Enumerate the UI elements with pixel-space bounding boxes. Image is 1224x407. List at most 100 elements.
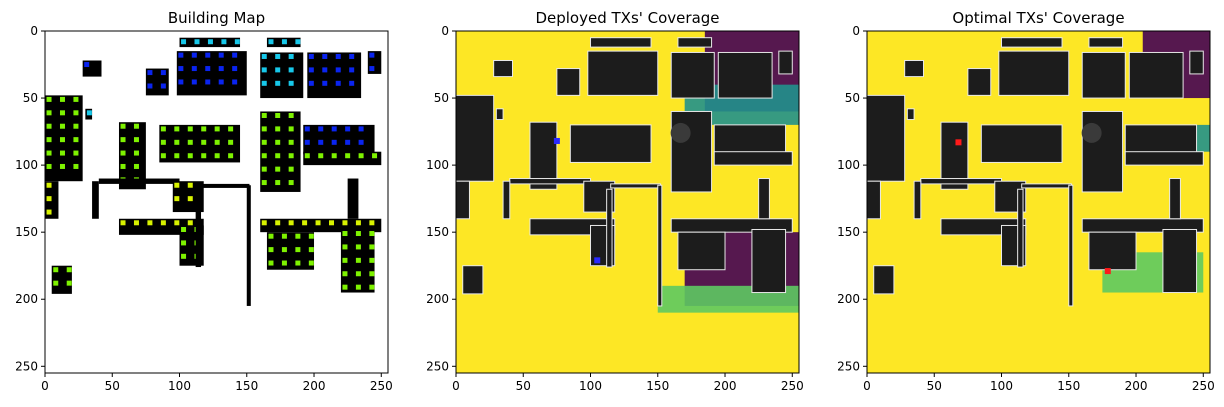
tx-marker [342, 231, 348, 237]
tx-marker [275, 126, 281, 132]
tx-marker [191, 52, 197, 58]
tx-marker [342, 244, 348, 250]
transmitter [1104, 268, 1111, 275]
tx-marker [46, 209, 52, 215]
building [509, 178, 592, 185]
x-tick-label: 100 [990, 379, 1013, 393]
tx-marker [120, 150, 126, 156]
tx-marker [335, 53, 341, 59]
tx-marker [304, 126, 310, 132]
y-tick-label: 200 [15, 292, 38, 306]
tx-marker [261, 180, 267, 186]
tx-marker [73, 110, 79, 116]
x-tick-label: 0 [41, 379, 49, 393]
y-tick-label: 100 [426, 158, 449, 172]
building [717, 51, 773, 99]
y-tick-label: 250 [15, 359, 38, 373]
tx-marker [261, 166, 267, 172]
tx-marker [147, 83, 153, 89]
building [260, 111, 301, 192]
tx-marker [228, 139, 234, 145]
tx-marker [73, 150, 79, 156]
y-tick-label: 50 [23, 91, 38, 105]
tx-marker [120, 137, 126, 143]
tx-marker [181, 240, 187, 246]
tx-marker [268, 39, 274, 45]
tx-marker [335, 80, 341, 86]
building [1124, 151, 1204, 166]
building [92, 181, 99, 219]
panel-title: Optimal TXs' Coverage [952, 9, 1124, 27]
building [266, 232, 315, 270]
tx-marker [261, 67, 267, 73]
building [195, 189, 202, 268]
x-tick-label: 200 [1125, 379, 1148, 393]
y-tick-label: 200 [426, 292, 449, 306]
tx-marker [46, 96, 52, 102]
building [303, 124, 375, 155]
transmitter [553, 137, 560, 144]
tx-marker [281, 260, 287, 266]
tx-marker [59, 150, 65, 156]
tx-marker [207, 39, 213, 45]
tx-marker [261, 153, 267, 159]
building [199, 183, 250, 188]
tx-marker [46, 163, 52, 169]
building [347, 178, 359, 219]
tx-marker [214, 153, 220, 159]
tx-marker [214, 126, 220, 132]
building [590, 37, 652, 48]
x-tick-label: 50 [927, 379, 942, 393]
building [751, 228, 787, 294]
tx-marker [194, 39, 200, 45]
building [462, 265, 484, 295]
building [873, 265, 895, 295]
tx-marker [369, 220, 375, 226]
building [1088, 37, 1124, 48]
building [159, 124, 241, 163]
y-tick-label: 150 [426, 225, 449, 239]
tx-marker [46, 150, 52, 156]
tx-marker [46, 182, 52, 188]
y-tick-label: 250 [426, 359, 449, 373]
tx-marker [120, 123, 126, 129]
x-tick-label: 150 [1057, 379, 1080, 393]
tx-marker [261, 139, 267, 145]
tx-marker [174, 126, 180, 132]
tx-marker [214, 139, 220, 145]
building [758, 178, 770, 220]
tx-marker [288, 53, 294, 59]
tx-marker [46, 110, 52, 116]
building [610, 183, 661, 189]
tx-marker [335, 67, 341, 73]
tx-marker [160, 83, 166, 89]
tx-marker [322, 67, 328, 73]
building [1081, 218, 1204, 233]
tx-marker [201, 139, 207, 145]
building [713, 124, 787, 155]
x-tick-label: 0 [863, 379, 871, 393]
x-tick-label: 100 [579, 379, 602, 393]
tx-marker [218, 79, 224, 85]
tx-marker [187, 126, 193, 132]
tx-marker [218, 52, 224, 58]
building [1124, 124, 1198, 155]
tx-marker [355, 284, 361, 290]
building [913, 180, 922, 220]
axes-frame [44, 30, 389, 374]
tx-marker [178, 66, 184, 72]
tx-marker [181, 39, 187, 45]
y-tick-label: 200 [837, 292, 860, 306]
tx-marker [181, 226, 187, 232]
tx-marker [73, 163, 79, 169]
tx-marker [66, 267, 72, 273]
building [778, 50, 793, 75]
tx-marker [275, 67, 281, 73]
building [1001, 37, 1063, 48]
x-tick-label: 150 [646, 379, 669, 393]
tx-marker [218, 66, 224, 72]
tx-marker [160, 153, 166, 159]
